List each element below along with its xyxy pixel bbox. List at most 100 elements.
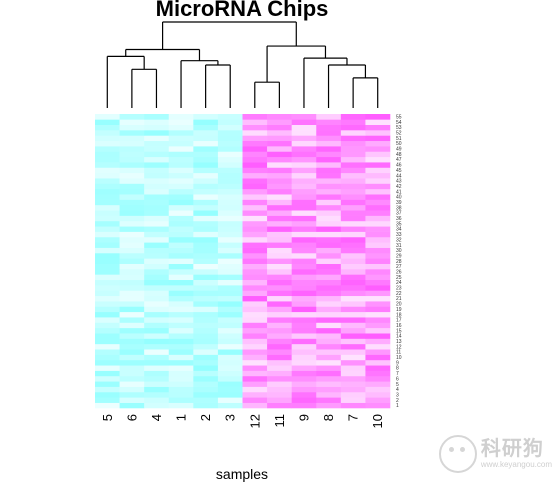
heatmap-cell [242,146,268,152]
heatmap-cell [365,236,391,243]
heatmap-cell [217,167,243,174]
heatmap-cell [365,317,391,323]
heatmap-cell [340,301,366,307]
heatmap-cell [291,236,317,243]
heatmap-cell [316,258,342,264]
heatmap-cell [144,242,170,248]
heatmap-cell [242,130,268,136]
heatmap-cell [291,391,317,398]
heatmap-cell [193,162,219,168]
heatmap-cell [291,140,317,147]
heatmap-cell [365,146,391,152]
row-tick-label: 29 [396,253,402,259]
row-tick-label: 27 [396,264,402,270]
row-tick-label: 23 [396,286,402,292]
heatmap-cell [95,146,120,152]
heatmap-cell [193,130,219,136]
heatmap-cell [316,146,342,152]
heatmap-cell [291,402,317,409]
row-tick-label: 15 [396,328,402,334]
heatmap-cell [144,247,170,254]
heatmap-cell [144,381,170,387]
heatmap-cell [316,151,342,158]
heatmap-cell [267,215,292,222]
heatmap-cell [144,386,170,393]
row-tick-label: 32 [396,237,402,243]
heatmap-cell [291,354,317,361]
heatmap-cell [95,290,120,297]
heatmap-cell [267,114,292,120]
heatmap-cell [365,365,391,371]
heatmap-cell [168,252,194,259]
heatmap-cell [340,226,366,232]
row-tick-label: 31 [396,243,402,249]
heatmap-cell [95,172,120,179]
heatmap-cell [95,386,120,393]
heatmap-cell [316,183,342,190]
heatmap-cell [193,279,219,286]
heatmap-cell [193,172,219,179]
row-tick-label: 33 [396,232,402,238]
heatmap-cell [242,226,268,232]
heatmap-cell [340,317,366,323]
heatmap-cell [193,370,219,377]
heatmap-cell [365,322,391,329]
heatmap-cell [95,354,120,361]
heatmap-cell [193,258,219,264]
heatmap-cell [291,359,317,366]
heatmap-cell [119,124,145,131]
heatmap-cell [193,269,219,275]
heatmap-cell [242,178,268,184]
heatmap-cell [168,359,194,366]
row-tick-label: 7 [396,371,399,377]
heatmap-cell [217,135,243,142]
heatmap-cell [119,375,145,382]
heatmap-cell [365,156,391,163]
heatmap-cell [365,220,391,227]
heatmap-cell [316,135,342,142]
heatmap-cell [144,156,170,163]
heatmap-cell [217,285,243,291]
heatmap-cell [144,290,170,297]
column-tick-label: 10 [370,414,385,428]
heatmap-cell [291,274,317,281]
heatmap-cell [168,172,194,179]
heatmap-cell [168,311,194,318]
heatmap-cell [242,317,268,323]
heatmap-cell [193,151,219,158]
heatmap-cell [291,343,317,350]
heatmap-cell [291,269,317,275]
heatmap-cell [365,386,391,393]
heatmap-cell [144,333,170,339]
heatmap-cell [267,226,292,232]
row-tick-label: 12 [396,344,402,350]
heatmap-cell [340,167,366,174]
row-tick-label: 4 [396,387,399,393]
heatmap-cell [95,311,120,318]
heatmap-cell [168,146,194,152]
heatmap-cell [217,140,243,147]
column-tick-label: 6 [124,414,139,421]
heatmap-cell [144,279,170,286]
heatmap-cell [291,375,317,382]
heatmap-cell [242,140,268,147]
heatmap-cell [267,252,292,259]
heatmap-cell [119,156,145,163]
heatmap-cell [144,172,170,179]
heatmap-cell [168,263,194,270]
heatmap-cell [193,285,219,291]
heatmap-cell [291,130,317,136]
heatmap-cell [168,295,194,302]
heatmap-cell [119,210,145,216]
heatmap-cell [316,247,342,254]
heatmap-cell [267,381,292,387]
heatmap-cell [365,124,391,131]
heatmap-cell [95,285,120,291]
heatmap-cell [119,343,145,350]
heatmap-cell [144,162,170,168]
heatmap-cell [291,124,317,131]
heatmap-cell [291,172,317,179]
heatmap-cell [291,119,317,125]
heatmap-cell [95,162,120,168]
heatmap-cell [267,301,292,307]
